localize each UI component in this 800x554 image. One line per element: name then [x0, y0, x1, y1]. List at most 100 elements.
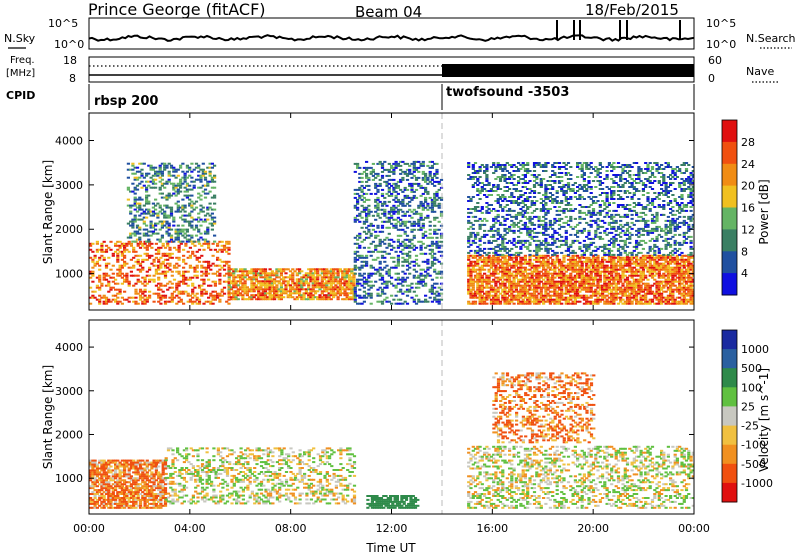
heatmap-cell	[248, 288, 252, 291]
heatmap-cell	[660, 264, 664, 267]
heatmap-cell	[521, 280, 525, 283]
heatmap-cell	[195, 302, 199, 305]
heatmap-cell	[157, 266, 161, 269]
heatmap-cell	[607, 266, 611, 269]
heatmap-cell	[430, 248, 434, 251]
heatmap-cell	[263, 296, 268, 299]
heatmap-cell	[202, 266, 206, 269]
heatmap-cell	[176, 184, 180, 187]
heatmap-cell	[93, 256, 97, 259]
heatmap-cell	[199, 236, 203, 239]
heatmap-cell	[607, 278, 611, 281]
heatmap-cell	[399, 288, 403, 291]
heatmap-cell	[521, 278, 525, 281]
heatmap-cell	[159, 282, 163, 285]
heatmap-cell	[356, 164, 360, 167]
heatmap-cell	[589, 272, 593, 275]
heatmap-cell	[546, 260, 550, 263]
heatmap-cell	[239, 276, 243, 279]
heatmap-cell	[480, 186, 484, 188]
heatmap-cell	[172, 218, 176, 221]
heatmap-cell	[428, 232, 432, 235]
heatmap-cell	[419, 272, 423, 275]
heatmap-cell	[360, 284, 364, 287]
heatmap-cell	[417, 166, 421, 169]
heatmap-cell	[151, 212, 155, 215]
heatmap-cell	[430, 290, 434, 293]
heatmap-cell	[689, 294, 693, 297]
heatmap-cell	[394, 206, 398, 209]
heatmap-cell	[437, 228, 441, 231]
heatmap-cell	[307, 268, 311, 271]
heatmap-cell	[401, 292, 405, 295]
heatmap-cell	[625, 262, 630, 265]
heatmap-cell	[632, 282, 636, 285]
heatmap-cell	[336, 268, 340, 271]
heatmap-cell	[254, 272, 259, 275]
heatmap-cell	[655, 272, 659, 275]
heatmap-cell	[655, 298, 659, 301]
heatmap-cell	[134, 296, 138, 299]
heatmap-cell	[653, 262, 657, 265]
heatmap-cell	[562, 284, 566, 287]
heatmap-cell	[145, 190, 149, 193]
heatmap-cell	[195, 298, 199, 301]
heatmap-cell	[512, 284, 516, 287]
heatmap-cell	[528, 276, 532, 279]
heatmap-cell	[176, 190, 180, 193]
heatmap-cell	[356, 200, 360, 203]
heatmap-cell	[165, 232, 169, 235]
heatmap-cell	[156, 214, 160, 217]
heatmap-cell	[408, 200, 412, 203]
heatmap-cell	[374, 244, 378, 247]
heatmap-cell	[508, 282, 512, 285]
heatmap-cell	[248, 296, 252, 299]
heatmap-cell	[403, 170, 407, 173]
heatmap-cell	[392, 246, 396, 249]
heatmap-cell	[405, 244, 410, 247]
heatmap-cell	[496, 280, 500, 283]
heatmap-cell	[353, 298, 357, 301]
heatmap-cell	[200, 244, 204, 247]
heatmap-cell	[669, 288, 673, 291]
heatmap-cell	[512, 290, 516, 293]
heatmap-cell	[589, 260, 593, 263]
heatmap-cell	[362, 210, 366, 213]
heatmap-cell	[142, 184, 146, 187]
heatmap-cell	[145, 200, 149, 203]
heatmap-cell	[428, 174, 432, 177]
heatmap-cell	[689, 302, 693, 305]
heatmap-cell	[684, 300, 689, 303]
heatmap-cell	[428, 170, 432, 173]
heatmap-cell	[478, 227, 482, 230]
heatmap-cell	[338, 284, 342, 287]
heatmap-cell	[566, 302, 571, 305]
heatmap-cell	[203, 188, 208, 191]
heatmap-cell	[284, 288, 288, 291]
heatmap-cell	[374, 182, 378, 185]
heatmap-cell	[154, 174, 158, 177]
heatmap-cell	[424, 298, 428, 301]
heatmap-cell	[259, 270, 263, 273]
heatmap-cell	[483, 229, 487, 232]
heatmap-cell	[322, 274, 327, 277]
heatmap-cell	[680, 282, 684, 285]
heatmap-cell	[412, 208, 416, 211]
heatmap-cell	[399, 160, 403, 163]
heatmap-cell	[266, 276, 270, 279]
heatmap-cell	[148, 290, 152, 293]
heatmap-cell	[435, 300, 439, 303]
heatmap-cell	[210, 166, 214, 169]
heatmap-cell	[689, 268, 693, 271]
heatmap-cell	[594, 264, 598, 267]
heatmap-cell	[199, 168, 203, 171]
heatmap-cell	[501, 288, 505, 291]
heatmap-cell	[548, 290, 552, 293]
heatmap-cell	[621, 266, 625, 269]
heatmap-cell	[637, 284, 641, 287]
heatmap-cell	[510, 264, 514, 267]
heatmap-cell	[476, 251, 480, 254]
heatmap-cell	[313, 284, 318, 287]
heatmap-cell	[532, 264, 537, 267]
heatmap-cell	[557, 272, 562, 275]
